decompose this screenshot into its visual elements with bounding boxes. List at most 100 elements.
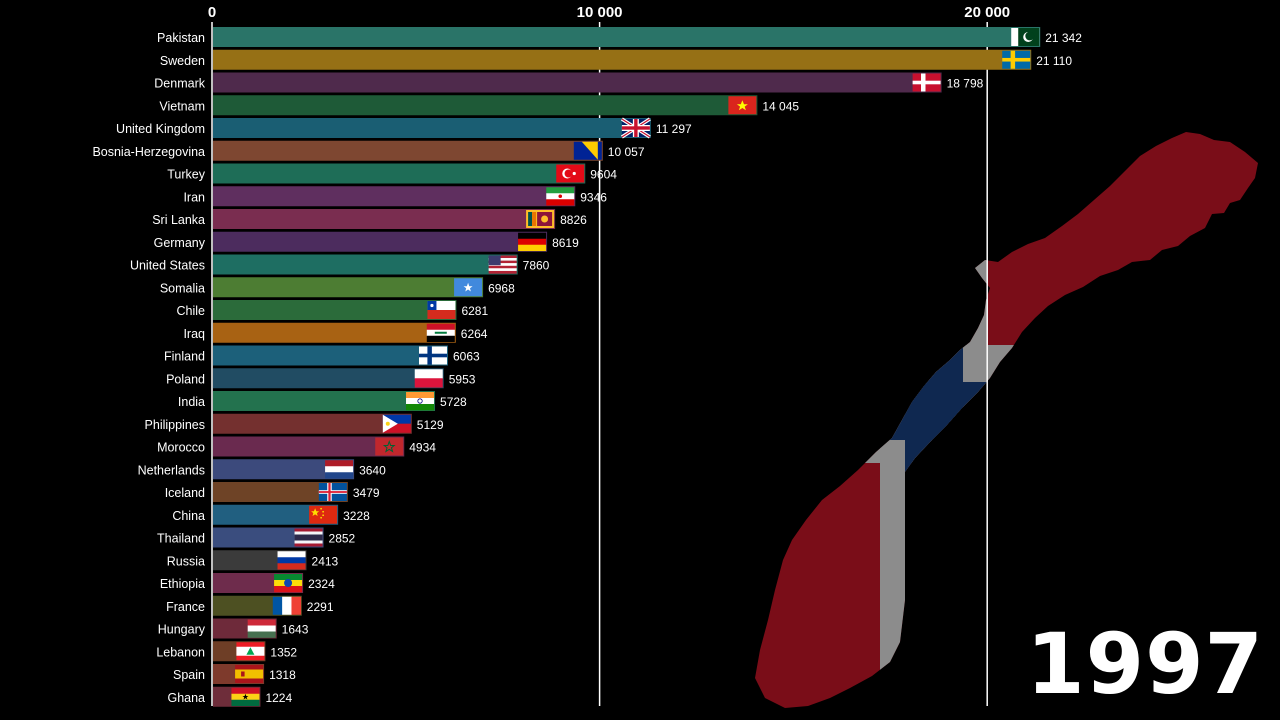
bar-row: Morocco 4934 [157, 436, 436, 457]
value-label: 1224 [265, 691, 292, 705]
bar [213, 345, 449, 366]
bosnia-flag [573, 141, 602, 160]
united-kingdom-flag [620, 117, 651, 139]
bar-row: India 5728 [178, 391, 467, 411]
category-label: Sri Lanka [152, 213, 205, 227]
category-label: China [172, 509, 205, 523]
category-label: Bosnia-Herzegovina [92, 145, 205, 159]
value-label: 18 798 [947, 77, 984, 91]
bar-row: Sri Lanka 8826 [152, 209, 587, 229]
bar [213, 49, 1032, 70]
bar [213, 504, 339, 525]
bar-row: Pakistan 21 342 [157, 27, 1082, 47]
bar [213, 482, 348, 502]
value-label: 1318 [269, 668, 296, 682]
value-label: 3228 [343, 509, 370, 523]
turkey-flag [556, 164, 585, 183]
category-label: Iran [183, 190, 205, 204]
value-label: 3479 [353, 486, 380, 500]
value-label: 2413 [312, 554, 339, 568]
bar [213, 163, 586, 184]
category-label: United Kingdom [116, 122, 205, 136]
category-label: Denmark [154, 77, 205, 91]
sri-lanka-flag [526, 210, 555, 228]
value-label: 6281 [461, 304, 488, 318]
poland-flag [414, 369, 443, 388]
category-label: Poland [166, 372, 205, 386]
bar-row: France 2291 [166, 595, 334, 616]
china-flag [309, 505, 338, 524]
value-label: 2324 [308, 577, 335, 591]
bar [213, 368, 444, 389]
bar-row: Chile 6281 [177, 300, 488, 320]
bar-row: Netherlands 3640 [138, 459, 386, 480]
value-label: 3640 [359, 463, 386, 477]
germany-flag [518, 232, 547, 252]
bar-row: Somalia 6968 [160, 277, 515, 298]
value-label: 6264 [461, 327, 488, 341]
bar-row: Iraq 6264 [183, 322, 488, 343]
category-label: United States [130, 259, 205, 273]
bar-row: Vietnam 14 045 [159, 95, 799, 116]
category-label: India [178, 395, 205, 409]
bar-row: Hungary 1643 [158, 618, 309, 639]
russia-flag [277, 551, 306, 570]
year-label: 1997 [1026, 615, 1264, 713]
category-label: Netherlands [138, 463, 205, 477]
bar-row: Philippines 5129 [145, 413, 444, 434]
hungary-flag [247, 619, 276, 638]
category-label: Pakistan [157, 31, 205, 45]
bar [213, 459, 355, 480]
category-label: Lebanon [156, 645, 205, 659]
bar-row: United Kingdom 11 297 [116, 117, 692, 139]
bar [213, 413, 412, 434]
finland-flag [419, 346, 448, 365]
category-label: Chile [177, 304, 206, 318]
value-label: 9346 [580, 190, 607, 204]
bar [213, 27, 1041, 47]
bar [213, 118, 651, 138]
value-label: 9604 [590, 168, 617, 182]
value-label: 8619 [552, 236, 579, 250]
morocco-flag [375, 437, 404, 456]
category-label: Ghana [167, 691, 205, 705]
ethiopia-flag [274, 574, 303, 593]
category-label: Morocco [157, 441, 205, 455]
bar [213, 95, 758, 116]
philippines-flag [382, 414, 411, 433]
value-label: 10 057 [608, 145, 645, 159]
category-label: Hungary [158, 623, 206, 637]
bar-row: Germany 8619 [154, 231, 579, 252]
value-label: 1352 [270, 645, 297, 659]
value-label: 1643 [282, 623, 309, 637]
netherlands-flag [325, 460, 354, 479]
bar [213, 186, 576, 207]
bar-row: Lebanon 1352 [156, 641, 297, 662]
bar-row: Turkey 9604 [167, 163, 617, 184]
bar [213, 322, 456, 343]
category-label: Iraq [183, 327, 205, 341]
x-tick-label: 0 [208, 4, 216, 21]
bar-row: Bosnia-Herzegovina 10 057 [92, 140, 645, 161]
category-label: Turkey [167, 168, 205, 182]
bar-row: Iran 9346 [183, 186, 607, 207]
value-label: 21 342 [1045, 31, 1082, 45]
denmark-flag [912, 73, 941, 92]
value-label: 5953 [449, 372, 476, 386]
value-label: 14 045 [762, 99, 799, 113]
bar [213, 300, 457, 320]
bar-row: Iceland 3479 [165, 482, 380, 502]
bar [213, 436, 405, 457]
category-label: France [166, 600, 205, 614]
value-label: 2291 [307, 600, 334, 614]
bar [213, 391, 436, 411]
value-label: 6968 [488, 281, 515, 295]
category-label: Finland [164, 350, 205, 364]
ghana-flag [231, 687, 260, 707]
category-label: Sweden [160, 54, 205, 68]
lebanon-flag [236, 642, 265, 661]
bar [213, 231, 548, 252]
iraq-flag [426, 323, 455, 343]
bar [213, 140, 603, 161]
